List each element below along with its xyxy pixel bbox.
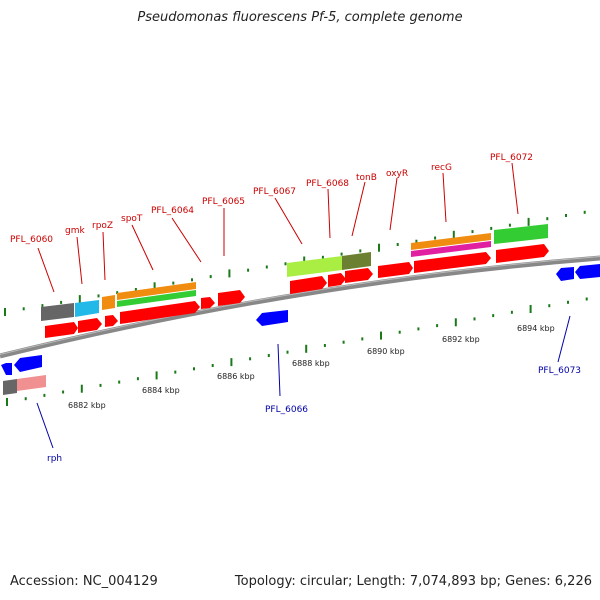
map-title: Pseudomonas fluorescens Pf-5, complete g… bbox=[137, 10, 463, 25]
callout-spot bbox=[131, 224, 154, 271]
gene-arrow-forward bbox=[120, 301, 200, 324]
feature-orange-recg bbox=[411, 233, 491, 250]
scale-label: 6882 kbp bbox=[68, 401, 106, 410]
callout-gmk bbox=[76, 236, 83, 285]
reverse-gene-labels: rph PFL_6066 PFL_6073 bbox=[47, 366, 581, 464]
feature-salmon-rph bbox=[17, 375, 46, 391]
gene-label-pfl6064: PFL_6064 bbox=[151, 206, 194, 216]
callout-pfl6068 bbox=[327, 188, 331, 239]
feature-green-spot bbox=[117, 290, 196, 307]
scale-label: 6886 kbp bbox=[217, 372, 255, 381]
callout-pfl6073 bbox=[557, 315, 571, 363]
label-callouts bbox=[36, 162, 571, 449]
gene-label-pfl6068: PFL_6068 bbox=[306, 179, 349, 189]
feature-cyan bbox=[75, 300, 99, 317]
gene-label-pfl6066: PFL_6066 bbox=[265, 405, 308, 415]
gene-label-pfl6060: PFL_6060 bbox=[10, 235, 53, 245]
forward-genes bbox=[45, 244, 549, 338]
scale-label: 6894 kbp bbox=[517, 324, 555, 333]
gene-label-pfl6072: PFL_6072 bbox=[490, 153, 533, 163]
feature-gray bbox=[41, 303, 74, 321]
gene-arrow-forward bbox=[414, 252, 491, 273]
forward-gene-labels: PFL_6060 gmk rpoZ spoT PFL_6064 PFL_6065… bbox=[10, 153, 533, 245]
feature-orange-small bbox=[102, 295, 115, 310]
feature-gray-rph bbox=[3, 379, 17, 395]
accession-text: Accession: NC_004129 bbox=[10, 574, 158, 589]
feature-yellowgreen bbox=[287, 256, 342, 277]
gene-arrow-forward bbox=[105, 315, 118, 327]
feature-olive bbox=[342, 252, 371, 270]
gene-label-pfl6067: PFL_6067 bbox=[253, 187, 296, 197]
gene-label-gmk: gmk bbox=[65, 226, 85, 236]
callout-pfl6072 bbox=[511, 162, 519, 215]
gene-arrow-reverse bbox=[256, 310, 288, 326]
callout-oxyr bbox=[389, 177, 398, 231]
callout-rph bbox=[36, 402, 54, 449]
gene-arrow-forward bbox=[201, 297, 215, 309]
gene-label-tonb: tonB bbox=[356, 173, 377, 183]
lower-tick-row bbox=[6, 297, 588, 406]
genome-backbone-highlight bbox=[0, 256, 600, 355]
gene-arrow-forward bbox=[218, 290, 245, 306]
gene-label-spot: spoT bbox=[121, 214, 143, 224]
feature-green-6072 bbox=[494, 224, 548, 244]
callout-rpoz bbox=[102, 231, 106, 281]
scale-label: 6888 kbp bbox=[292, 359, 330, 368]
scale-label: 6892 kbp bbox=[442, 335, 480, 344]
reverse-genes bbox=[1, 264, 600, 375]
feature-orange-spot bbox=[117, 282, 196, 300]
feature-track bbox=[3, 224, 548, 395]
gene-arrow-forward bbox=[45, 322, 78, 338]
gene-arrow-reverse bbox=[556, 267, 574, 281]
callout-pfl6066 bbox=[277, 343, 281, 397]
scale-label: 6884 kbp bbox=[142, 386, 180, 395]
callout-pfl6060 bbox=[37, 247, 55, 293]
scale-label: 6890 kbp bbox=[367, 347, 405, 356]
gene-arrow-forward bbox=[378, 262, 413, 278]
gene-label-oxyr: oxyR bbox=[386, 169, 408, 179]
gene-arrow-reverse bbox=[575, 264, 600, 279]
gene-label-recg: recG bbox=[431, 163, 452, 173]
gene-label-pfl6065: PFL_6065 bbox=[202, 197, 245, 207]
gene-arrow-forward bbox=[78, 318, 102, 333]
gene-arrow-forward bbox=[290, 276, 327, 294]
feature-pink-recg bbox=[411, 241, 491, 257]
callout-tonb bbox=[351, 181, 366, 237]
callout-pfl6064 bbox=[171, 217, 202, 263]
callout-pfl6067 bbox=[274, 197, 303, 245]
gene-label-pfl6073: PFL_6073 bbox=[538, 366, 581, 376]
gene-arrow-forward bbox=[345, 268, 373, 283]
gene-label-rpoz: rpoZ bbox=[92, 221, 113, 231]
gene-arrow-forward bbox=[496, 244, 549, 263]
gene-arrow-reverse bbox=[1, 363, 12, 375]
genome-backbone bbox=[0, 255, 600, 359]
scale-labels: 6882 kbp 6884 kbp 6886 kbp 6888 kbp 6890… bbox=[68, 324, 555, 410]
topology-text: Topology: circular; Length: 7,074,893 bp… bbox=[234, 574, 592, 589]
gene-arrow-reverse bbox=[14, 355, 42, 372]
gene-label-rph: rph bbox=[47, 454, 62, 464]
gene-arrow-forward bbox=[328, 273, 346, 287]
callout-recg bbox=[442, 172, 447, 223]
